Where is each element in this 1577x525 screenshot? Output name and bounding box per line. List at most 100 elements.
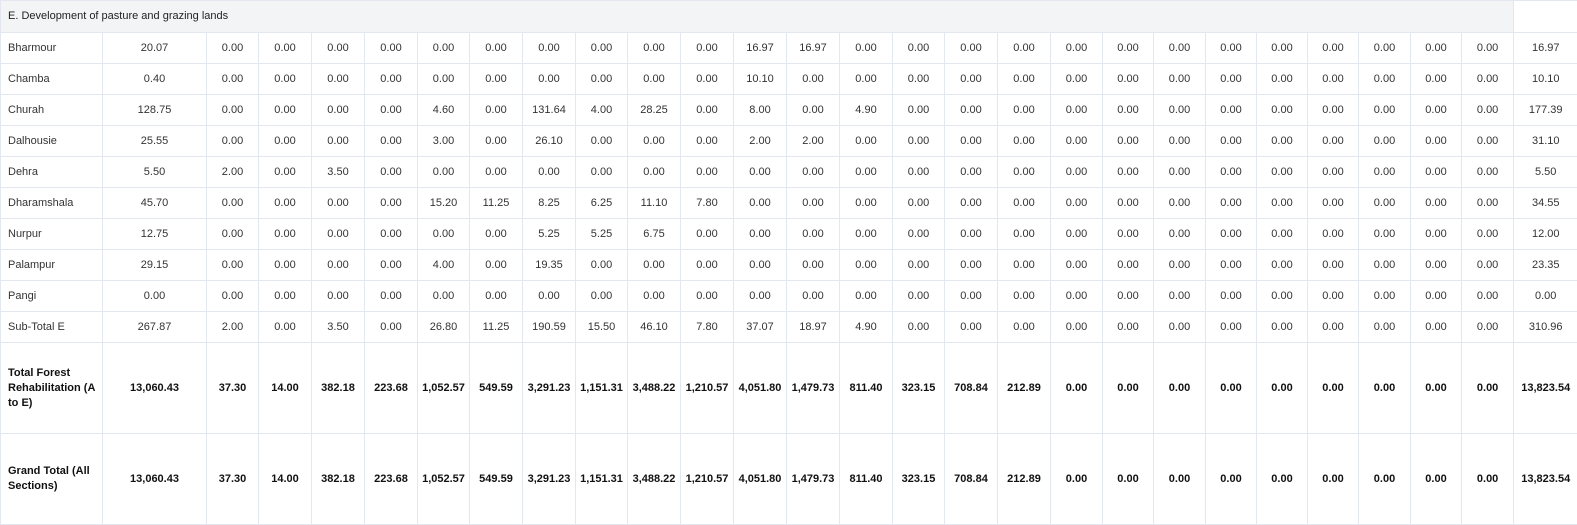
- value-cell: 0.00: [1103, 157, 1154, 188]
- value-cell: 0.00: [1051, 343, 1103, 434]
- value-cell: 0.00: [1359, 343, 1411, 434]
- value-cell: 0.00: [1308, 219, 1359, 250]
- value-cell: 0.00: [893, 157, 945, 188]
- value-cell: 0.00: [1462, 188, 1514, 219]
- value-cell: 25.55: [103, 126, 207, 157]
- value-cell: 0.00: [207, 281, 259, 312]
- value-cell: 45.70: [103, 188, 207, 219]
- value-cell: 0.00: [787, 95, 840, 126]
- value-cell: 0.00: [681, 281, 734, 312]
- value-cell: 0.00: [470, 33, 523, 64]
- row-label: Chamba: [1, 64, 103, 95]
- value-cell: 4,051.80: [734, 434, 787, 525]
- value-cell: 0.00: [840, 33, 893, 64]
- value-cell: 0.00: [576, 64, 628, 95]
- value-cell: 0.00: [365, 188, 418, 219]
- value-cell: 15.50: [576, 312, 628, 343]
- value-cell: 1,151.31: [576, 434, 628, 525]
- value-cell: 0.00: [1206, 219, 1257, 250]
- value-cell: 3,488.22: [628, 343, 681, 434]
- value-cell: 4,051.80: [734, 343, 787, 434]
- value-cell: 18.97: [787, 312, 840, 343]
- value-cell: 0.40: [103, 64, 207, 95]
- value-cell: 0.00: [945, 126, 998, 157]
- value-cell: 0.00: [365, 157, 418, 188]
- value-cell: 0.00: [259, 281, 312, 312]
- value-cell: 0.00: [945, 281, 998, 312]
- value-cell: 0.00: [734, 219, 787, 250]
- value-cell: 0.00: [998, 126, 1051, 157]
- row-label: Pangi: [1, 281, 103, 312]
- value-cell: 5.50: [103, 157, 207, 188]
- value-cell: 0.00: [1154, 312, 1206, 343]
- value-cell: 0.00: [470, 219, 523, 250]
- value-cell: 0.00: [312, 33, 365, 64]
- value-cell: 0.00: [1103, 64, 1154, 95]
- value-cell: 0.00: [207, 219, 259, 250]
- value-cell: 4.90: [840, 312, 893, 343]
- value-cell: 0.00: [1514, 281, 1577, 312]
- value-cell: 177.39: [1514, 95, 1577, 126]
- row-label: Grand Total (All Sections): [1, 434, 103, 525]
- value-cell: 0.00: [1206, 281, 1257, 312]
- value-cell: 1,479.73: [787, 434, 840, 525]
- value-cell: 0.00: [734, 281, 787, 312]
- value-cell: 14.00: [259, 434, 312, 525]
- value-cell: 0.00: [259, 250, 312, 281]
- value-cell: 4.60: [418, 95, 470, 126]
- value-cell: 0.00: [998, 250, 1051, 281]
- value-cell: 4.00: [418, 250, 470, 281]
- value-cell: 0.00: [628, 64, 681, 95]
- value-cell: 0.00: [1359, 219, 1411, 250]
- value-cell: 0.00: [681, 64, 734, 95]
- value-cell: 0.00: [1462, 95, 1514, 126]
- value-cell: 0.00: [998, 95, 1051, 126]
- section-title: E. Development of pasture and grazing la…: [1, 1, 1514, 33]
- value-cell: 0.00: [1154, 33, 1206, 64]
- row-label: Palampur: [1, 250, 103, 281]
- row-label: Churah: [1, 95, 103, 126]
- value-cell: 0.00: [1359, 281, 1411, 312]
- section-header-row: E. Development of pasture and grazing la…: [1, 1, 1577, 33]
- value-cell: 0.00: [1308, 250, 1359, 281]
- value-cell: 0.00: [470, 64, 523, 95]
- value-cell: 0.00: [1103, 343, 1154, 434]
- value-cell: 0.00: [207, 33, 259, 64]
- value-cell: 0.00: [1154, 126, 1206, 157]
- value-cell: 0.00: [1051, 312, 1103, 343]
- value-cell: 0.00: [1257, 434, 1308, 525]
- value-cell: 34.55: [1514, 188, 1577, 219]
- value-cell: 0.00: [1308, 343, 1359, 434]
- value-cell: 0.00: [1359, 250, 1411, 281]
- value-cell: 0.00: [259, 95, 312, 126]
- value-cell: 15.20: [418, 188, 470, 219]
- value-cell: 0.00: [1462, 219, 1514, 250]
- value-cell: 0.00: [1359, 434, 1411, 525]
- value-cell: 37.07: [734, 312, 787, 343]
- value-cell: 0.00: [259, 64, 312, 95]
- value-cell: 3,488.22: [628, 434, 681, 525]
- value-cell: 0.00: [312, 95, 365, 126]
- value-cell: 0.00: [893, 219, 945, 250]
- value-cell: 6.25: [576, 188, 628, 219]
- value-cell: 0.00: [312, 250, 365, 281]
- value-cell: 0.00: [945, 219, 998, 250]
- value-cell: 0.00: [1359, 126, 1411, 157]
- value-cell: 0.00: [1206, 434, 1257, 525]
- value-cell: 212.89: [998, 343, 1051, 434]
- value-cell: 0.00: [787, 281, 840, 312]
- value-cell: 2.00: [734, 126, 787, 157]
- value-cell: 0.00: [259, 312, 312, 343]
- value-cell: 323.15: [893, 434, 945, 525]
- value-cell: 0.00: [418, 281, 470, 312]
- value-cell: 0.00: [1206, 312, 1257, 343]
- value-cell: 128.75: [103, 95, 207, 126]
- value-cell: 13,060.43: [103, 343, 207, 434]
- value-cell: 0.00: [998, 281, 1051, 312]
- value-cell: 0.00: [1103, 250, 1154, 281]
- value-cell: 5.25: [523, 219, 576, 250]
